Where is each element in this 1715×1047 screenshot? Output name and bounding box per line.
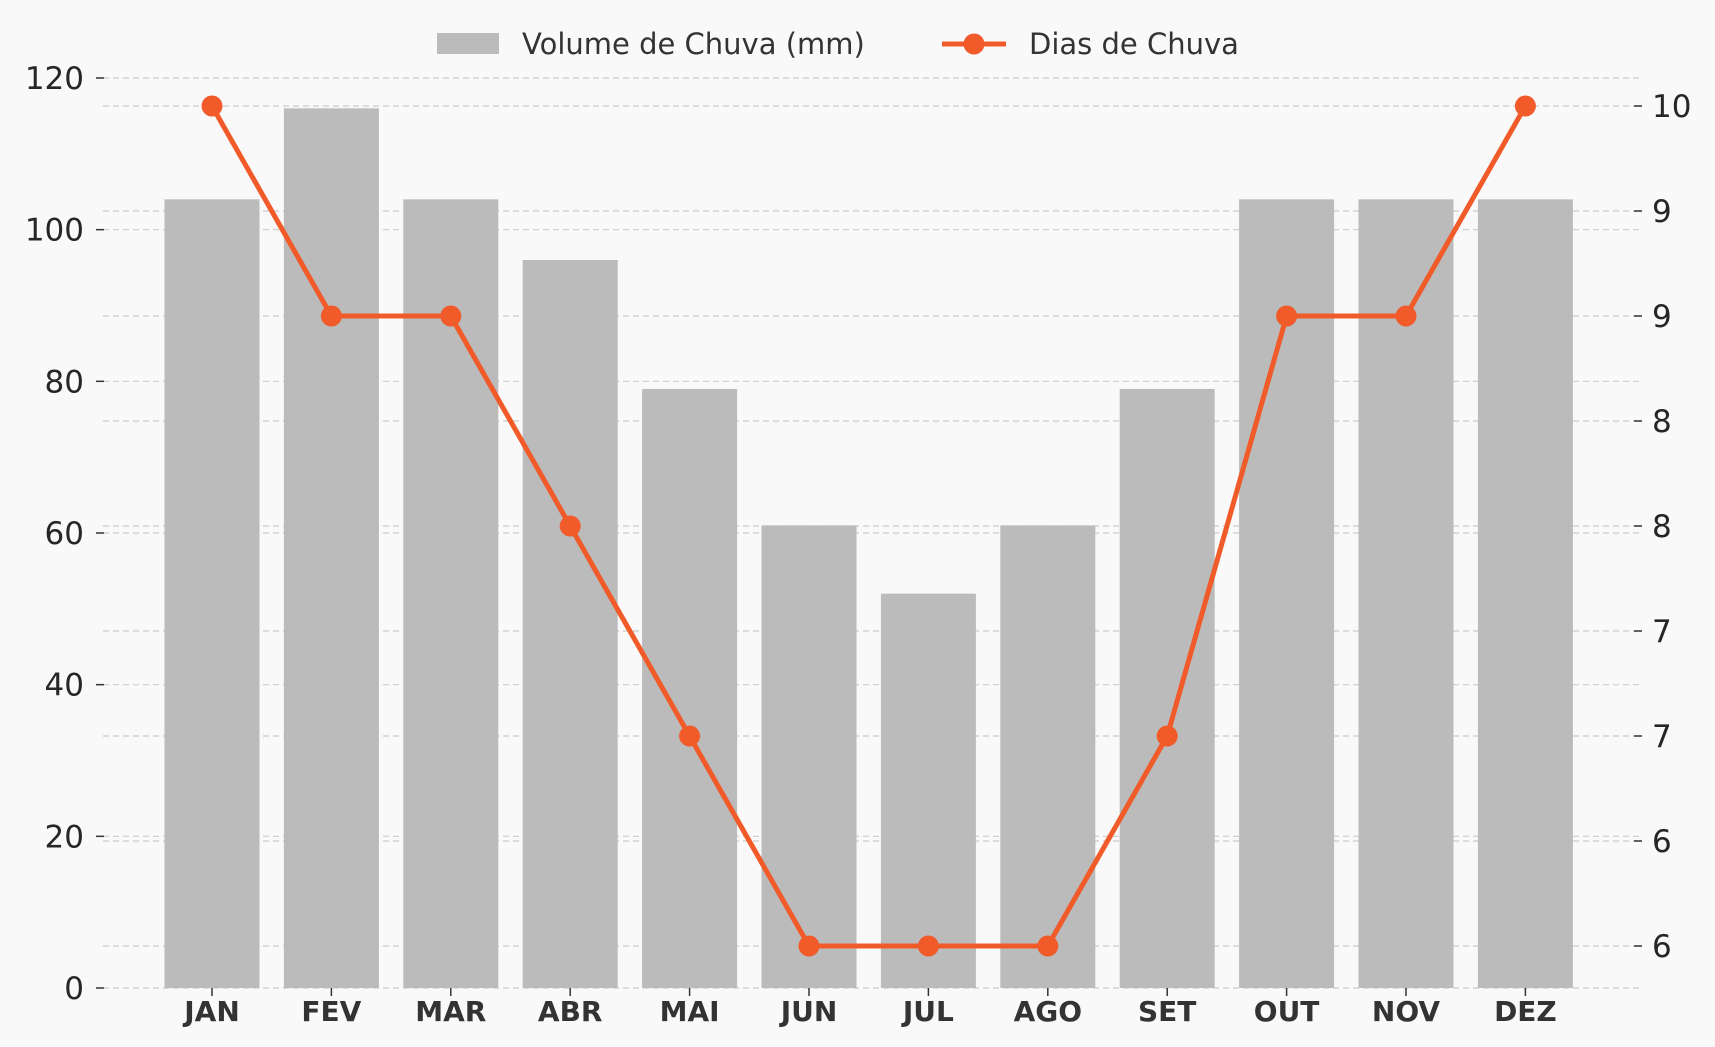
point-mai	[679, 725, 701, 747]
bar-out	[1239, 199, 1335, 989]
line-dias-de-chuva	[209, 104, 1528, 949]
left-axis-tick-label: 80	[45, 364, 84, 400]
point-fev	[320, 305, 342, 327]
bar-jan	[164, 199, 260, 989]
right-axis-tick-label: 8	[1652, 509, 1672, 545]
bar-dez	[1477, 199, 1573, 989]
left-axis-tick-label: 20	[45, 819, 84, 855]
x-axis-label-jul: JUL	[901, 995, 954, 1028]
point-mar	[440, 305, 462, 327]
x-axis-label-abr: ABR	[538, 995, 603, 1028]
point-ago	[1037, 935, 1059, 957]
right-axis-tick-label: 7	[1652, 719, 1672, 755]
legend-label-volume: Volume de Chuva (mm)	[522, 27, 865, 61]
right-axis-tick-label: 9	[1652, 194, 1672, 230]
point-dez	[1514, 95, 1536, 117]
right-axis-tick-label: 8	[1652, 404, 1672, 440]
left-axis-tick-label: 100	[25, 213, 84, 249]
right-axis-tick-label: 9	[1652, 299, 1672, 335]
bar-jun	[761, 525, 857, 988]
x-axis-label-dez: DEZ	[1494, 995, 1557, 1028]
left-axis-tick-label: 60	[45, 516, 84, 552]
point-jan	[201, 95, 223, 117]
point-out	[1276, 305, 1298, 327]
left-axis-tick-label: 40	[45, 668, 84, 704]
bar-mai	[642, 388, 738, 989]
right-axis-tick-label: 10	[1652, 89, 1691, 125]
bar-abr	[522, 260, 618, 988]
bar-mar	[403, 199, 499, 989]
x-axis-label-nov: NOV	[1372, 995, 1440, 1028]
x-axis-label-jan: JAN	[182, 995, 240, 1028]
point-set	[1156, 725, 1178, 747]
point-jun	[798, 935, 820, 957]
left-axis-tick-label: 120	[25, 61, 84, 97]
x-axis-label-mar: MAR	[415, 995, 486, 1028]
bar-nov	[1358, 199, 1454, 989]
bar-jul	[880, 593, 976, 988]
point-nov	[1395, 305, 1417, 327]
right-axis-tick-label: 6	[1652, 929, 1672, 965]
right-axis-tick-label: 6	[1652, 824, 1672, 860]
x-axis-label-mai: MAI	[660, 995, 720, 1028]
point-abr	[559, 515, 581, 537]
bar-fev	[283, 108, 379, 989]
x-axis-label-jun: JUN	[779, 995, 838, 1028]
legend-swatch-marker	[963, 33, 985, 55]
left-axis-tick-label: 0	[64, 971, 84, 1007]
legend-swatch-volume	[437, 33, 499, 54]
x-axis-label-ago: AGO	[1014, 995, 1082, 1028]
x-axis-label-out: OUT	[1254, 995, 1320, 1028]
x-axis-label-set: SET	[1138, 995, 1196, 1028]
bar-set	[1119, 388, 1215, 989]
legend-label-dias: Dias de Chuva	[1029, 27, 1239, 61]
x-axis-label-fev: FEV	[301, 995, 361, 1028]
point-jul	[917, 935, 939, 957]
bar-ago	[1000, 525, 1096, 988]
right-axis-tick-label: 7	[1652, 614, 1672, 650]
